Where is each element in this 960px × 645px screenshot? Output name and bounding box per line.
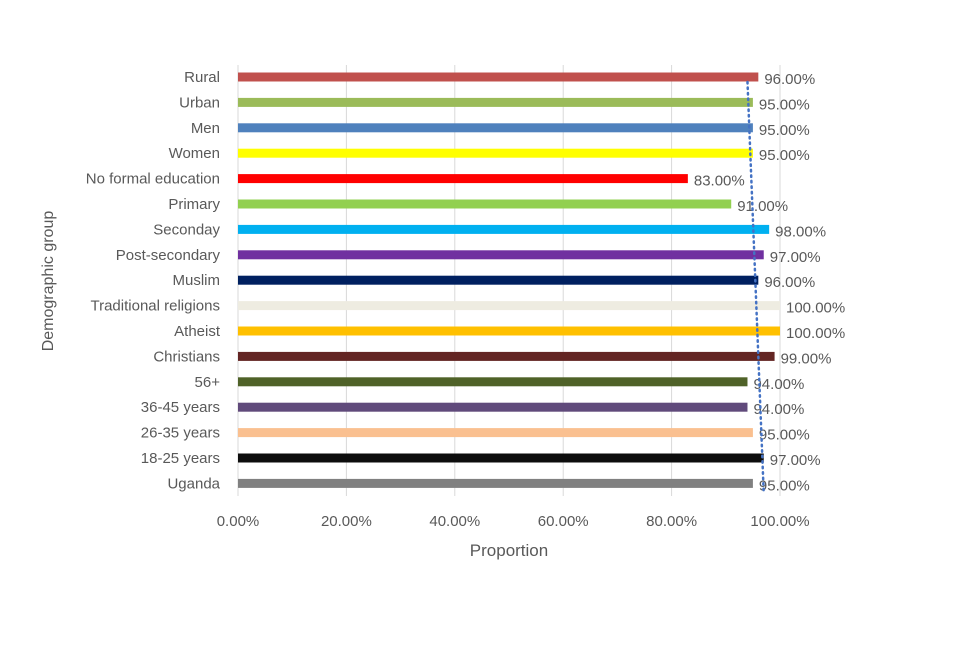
x-tick-label: 0.00% bbox=[217, 513, 260, 530]
data-label: 95.00% bbox=[759, 477, 810, 494]
data-label: 96.00% bbox=[764, 71, 815, 88]
bar bbox=[238, 326, 780, 336]
category-label: Rural bbox=[184, 69, 220, 86]
category-label: Muslim bbox=[173, 272, 221, 289]
category-label: Post-secondary bbox=[116, 247, 221, 264]
bar bbox=[238, 402, 748, 412]
trendline bbox=[746, 80, 765, 495]
category-label: Urban bbox=[179, 94, 220, 111]
x-tick-label: 60.00% bbox=[538, 513, 589, 530]
x-tick-label: 40.00% bbox=[429, 513, 480, 530]
x-axis-title: Proportion bbox=[470, 541, 548, 560]
category-label: Seconday bbox=[153, 221, 220, 238]
bar bbox=[238, 301, 780, 311]
category-label: Traditional religions bbox=[90, 298, 220, 315]
category-label: Christians bbox=[153, 348, 220, 365]
bar bbox=[238, 275, 759, 285]
category-labels: Rural Urban Men Women No formal education Pri… bbox=[86, 69, 221, 492]
data-label: 99.00% bbox=[781, 350, 832, 367]
data-label: 95.00% bbox=[759, 96, 810, 113]
data-label: 97.00% bbox=[770, 452, 821, 469]
bar bbox=[238, 377, 748, 387]
bar bbox=[238, 453, 764, 463]
bar bbox=[238, 250, 764, 260]
category-label: Atheist bbox=[174, 323, 221, 340]
bar bbox=[238, 72, 759, 82]
y-axis-title: Demographic group bbox=[40, 211, 57, 352]
category-label: 56+ bbox=[195, 374, 221, 391]
data-label: 95.00% bbox=[759, 122, 810, 139]
x-tick-label: 20.00% bbox=[321, 513, 372, 530]
category-label: Women bbox=[169, 145, 220, 162]
bar bbox=[238, 174, 688, 184]
trendline-line bbox=[746, 80, 765, 495]
data-label: 100.00% bbox=[786, 325, 845, 342]
bar bbox=[238, 97, 753, 107]
x-tick-labels: 0.00% 20.00% 40.00% 60.00% 80.00% 100.00% bbox=[217, 513, 810, 530]
data-label: 95.00% bbox=[759, 147, 810, 164]
value-labels: 96.00% 95.00% 95.00% 95.00% 83.00% 91.00% 98.0… bbox=[694, 71, 845, 494]
x-tick-label: 100.00% bbox=[750, 513, 809, 530]
data-label: 94.00% bbox=[753, 376, 804, 393]
category-label: 26-35 years bbox=[141, 425, 220, 442]
category-label: Men bbox=[191, 120, 220, 137]
data-label: 96.00% bbox=[764, 274, 815, 291]
bar bbox=[238, 428, 753, 438]
bar bbox=[238, 199, 732, 209]
bar bbox=[238, 148, 753, 158]
category-label: Primary bbox=[168, 196, 220, 213]
category-label: 36-45 years bbox=[141, 399, 220, 416]
data-label: 83.00% bbox=[694, 173, 745, 190]
data-label: 91.00% bbox=[737, 198, 788, 215]
data-label: 100.00% bbox=[786, 300, 845, 317]
category-label: 18-25 years bbox=[141, 450, 220, 467]
data-label: 98.00% bbox=[775, 223, 826, 240]
category-label: No formal education bbox=[86, 171, 220, 188]
category-label: Uganda bbox=[167, 475, 220, 492]
bar bbox=[238, 478, 753, 488]
x-tick-label: 80.00% bbox=[646, 513, 697, 530]
bars bbox=[238, 72, 780, 488]
bar bbox=[238, 224, 770, 234]
bar bbox=[238, 351, 775, 361]
bar bbox=[238, 123, 753, 133]
data-label: 94.00% bbox=[753, 401, 804, 418]
data-label: 97.00% bbox=[770, 249, 821, 266]
data-label: 95.00% bbox=[759, 427, 810, 444]
